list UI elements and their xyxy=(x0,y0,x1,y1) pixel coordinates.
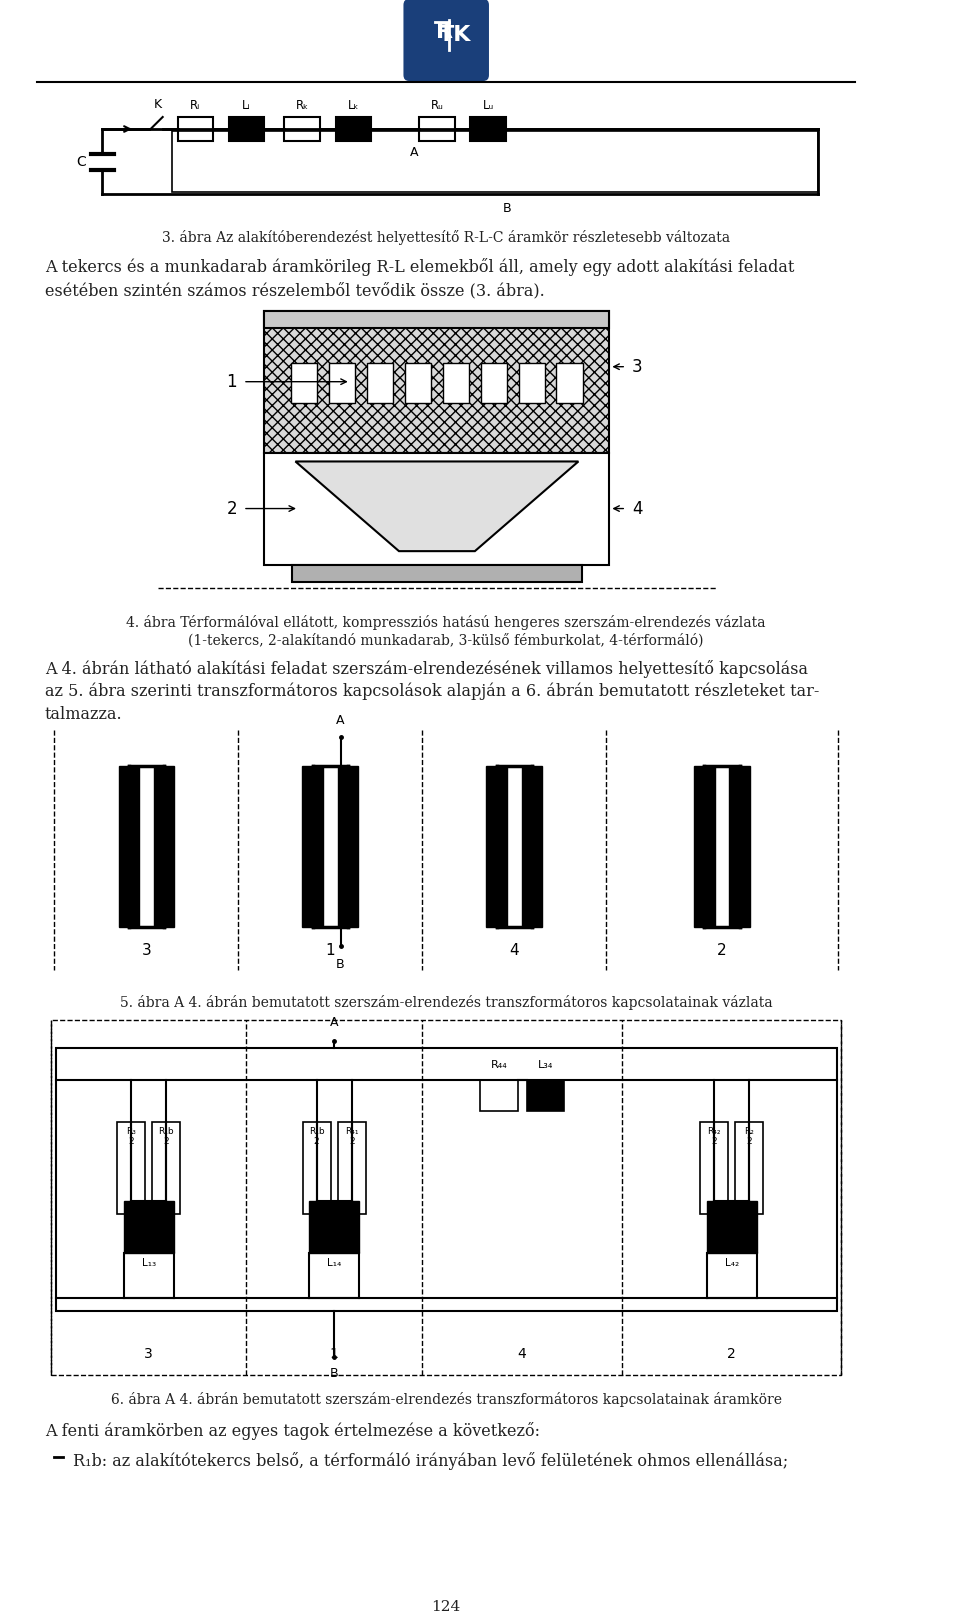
Bar xyxy=(443,363,469,402)
Text: 3. ábra Az alakítóberendezést helyettesítő R-L-C áramkör részletesebb változata: 3. ábra Az alakítóberendezést helyettesí… xyxy=(162,230,731,245)
Bar xyxy=(470,117,506,141)
Bar xyxy=(336,117,371,141)
Bar xyxy=(228,117,264,141)
Text: 3: 3 xyxy=(632,358,642,376)
Text: talmazza.: talmazza. xyxy=(44,706,122,723)
Text: esétében szintén számos részelemből tevődik össze (3. ábra).: esétében szintén számos részelemből tevő… xyxy=(44,282,544,298)
FancyBboxPatch shape xyxy=(403,0,489,81)
Text: Rᵤ: Rᵤ xyxy=(430,99,444,112)
Bar xyxy=(172,131,818,191)
Text: 4: 4 xyxy=(517,1346,526,1361)
Bar xyxy=(367,363,394,402)
Bar xyxy=(302,766,323,926)
Bar xyxy=(291,363,318,402)
Bar xyxy=(178,117,213,141)
Bar xyxy=(487,766,507,926)
Text: 2: 2 xyxy=(728,1346,736,1361)
Bar xyxy=(51,1020,841,1375)
Text: R₃
2: R₃ 2 xyxy=(126,1127,136,1147)
Text: A: A xyxy=(409,146,418,159)
Text: L₁₄: L₁₄ xyxy=(327,1259,342,1268)
Text: K: K xyxy=(154,97,162,110)
Text: (1-tekercs, 2-alakítandó munkadarab, 3-külső fémburkolat, 4-térformáló): (1-tekercs, 2-alakítandó munkadarab, 3-k… xyxy=(188,633,704,647)
Bar xyxy=(527,1080,564,1111)
Bar xyxy=(264,311,610,453)
Text: R₁b
2: R₁b 2 xyxy=(158,1127,174,1147)
Text: R₁b: az alakítótekercs belső, a térformáló irányában levő felületének ohmos elle: R₁b: az alakítótekercs belső, a térformá… xyxy=(73,1452,788,1470)
Text: L₄₂: L₄₂ xyxy=(725,1259,739,1268)
Bar xyxy=(405,363,431,402)
Text: L₁₃: L₁₃ xyxy=(142,1259,156,1268)
Text: 5. ábra A 4. ábrán bemutatott szerszám-elrendezés transzformátoros kapcsolataina: 5. ábra A 4. ábrán bemutatott szerszám-e… xyxy=(120,994,773,1011)
Text: 1: 1 xyxy=(325,944,335,959)
Bar xyxy=(292,564,582,582)
Text: A fenti áramkörben az egyes tagok értelmezése a következő:: A fenti áramkörben az egyes tagok értelm… xyxy=(44,1422,540,1440)
Text: R₂
2: R₂ 2 xyxy=(744,1127,755,1147)
Text: Rₖ: Rₖ xyxy=(296,99,309,112)
Text: 2: 2 xyxy=(227,500,237,517)
Text: 3: 3 xyxy=(141,944,152,959)
Text: Lᵤ: Lᵤ xyxy=(483,99,493,112)
Bar xyxy=(707,1200,756,1254)
Text: 124: 124 xyxy=(432,1599,461,1614)
Bar xyxy=(557,363,583,402)
Text: 4. ábra Térformálóval ellátott, kompressziós hatású hengeres szerszám-elrendezés: 4. ábra Térformálóval ellátott, kompress… xyxy=(127,615,766,629)
Text: Lᵢ: Lᵢ xyxy=(242,99,251,112)
Bar xyxy=(694,766,714,926)
Bar xyxy=(700,1122,728,1213)
Bar xyxy=(521,766,542,926)
Bar xyxy=(730,766,750,926)
Text: A 4. ábrán látható alakítási feladat szerszám-elrendezésének villamos helyettesí: A 4. ábrán látható alakítási feladat sze… xyxy=(44,660,807,678)
Bar xyxy=(338,766,358,926)
Bar xyxy=(153,1122,180,1213)
Bar xyxy=(338,1122,366,1213)
Text: az 5. ábra szerinti transzformátoros kapcsolások alapján a 6. ábrán bemutatott r: az 5. ábra szerinti transzformátoros kap… xyxy=(44,683,819,701)
Text: 6. ábra A 4. ábrán bemutatott szerszám-elrendezés transzformátoros kapcsolataina: 6. ábra A 4. ábrán bemutatott szerszám-e… xyxy=(110,1392,781,1406)
Bar xyxy=(117,1122,145,1213)
Text: 4: 4 xyxy=(632,500,642,517)
Text: R₄₄: R₄₄ xyxy=(491,1061,507,1071)
Bar xyxy=(518,363,545,402)
Bar xyxy=(124,1200,174,1254)
Text: R₄₁
2: R₄₁ 2 xyxy=(346,1127,359,1147)
Bar xyxy=(309,1200,359,1254)
Bar xyxy=(481,363,507,402)
Text: A: A xyxy=(336,714,345,727)
Text: B: B xyxy=(336,959,345,972)
Text: Lₖ: Lₖ xyxy=(348,99,359,112)
Text: 2: 2 xyxy=(717,944,727,959)
Text: R₄₂
2: R₄₂ 2 xyxy=(708,1127,721,1147)
Text: 1: 1 xyxy=(227,373,237,391)
Text: L₃₄: L₃₄ xyxy=(538,1061,553,1071)
Bar xyxy=(284,117,320,141)
Bar xyxy=(118,766,139,926)
Bar xyxy=(264,453,610,564)
Text: A tekercs és a munkadarab áramkörileg R-L elemekből áll, amely egy adott alakítá: A tekercs és a munkadarab áramkörileg R-… xyxy=(44,258,794,276)
Text: C: C xyxy=(76,154,86,169)
Bar xyxy=(56,1048,837,1311)
Text: 1: 1 xyxy=(330,1346,339,1361)
Text: 3: 3 xyxy=(144,1346,153,1361)
Bar xyxy=(264,311,610,328)
Bar xyxy=(735,1122,763,1213)
Text: B: B xyxy=(330,1367,339,1380)
Text: A: A xyxy=(330,1017,339,1030)
Text: R: R xyxy=(436,23,453,42)
Text: Rᵢ: Rᵢ xyxy=(190,99,201,112)
Bar xyxy=(328,363,355,402)
Bar xyxy=(302,1122,330,1213)
Text: R₁b
2: R₁b 2 xyxy=(309,1127,324,1147)
Text: 4: 4 xyxy=(510,944,519,959)
Text: TK: TK xyxy=(440,24,471,45)
Bar xyxy=(480,1080,517,1111)
Polygon shape xyxy=(296,462,578,551)
Bar xyxy=(420,117,455,141)
Bar xyxy=(154,766,175,926)
Text: B: B xyxy=(502,203,511,216)
